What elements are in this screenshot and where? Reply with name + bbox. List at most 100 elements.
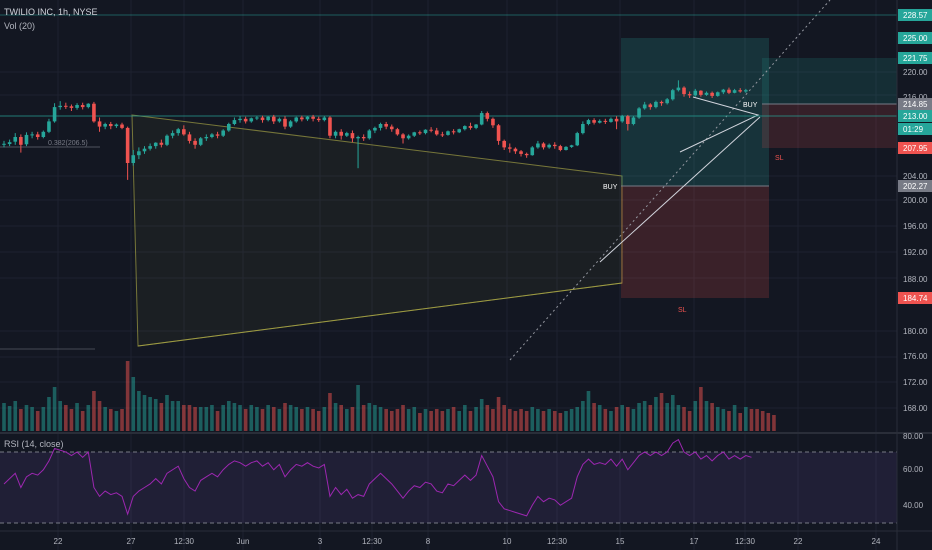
candle [524, 152, 529, 158]
price-tag [898, 292, 932, 304]
candle [474, 124, 478, 130]
candle [552, 142, 557, 149]
candle [744, 88, 748, 93]
price-tick-label: 180.00 [903, 327, 928, 336]
volume-bar [626, 407, 630, 431]
candlesticks [2, 80, 748, 180]
volume-bar [547, 409, 551, 431]
volume-bar [137, 391, 141, 431]
price-axis[interactable]: 220.00 216.00 204.00 200.00 196.00 192.00 188.… [896, 0, 932, 550]
volume-bar [328, 393, 332, 431]
candle [350, 130, 355, 143]
candle-body [103, 124, 107, 127]
volume-bar [97, 401, 102, 431]
candle [389, 124, 394, 132]
volume-bar [463, 405, 467, 431]
candle [328, 116, 332, 139]
candle [300, 115, 304, 122]
candle [418, 130, 422, 135]
candle [170, 130, 175, 139]
candle-body [704, 92, 709, 95]
time-tick-label: 17 [690, 537, 699, 546]
volume-legend: Vol (20) [4, 21, 36, 31]
candle-body [468, 126, 473, 128]
volume-bar [215, 411, 220, 431]
price-tag-label: 214.85 [903, 100, 928, 109]
candle-body [384, 124, 388, 127]
volume-bar [142, 395, 147, 431]
candle [367, 129, 372, 140]
volume-bar [176, 401, 181, 431]
candle-body [131, 155, 136, 163]
candle-body [395, 129, 400, 135]
candle [24, 132, 29, 147]
candle [193, 138, 197, 149]
candle-body [266, 116, 270, 121]
volume-bar [210, 405, 214, 431]
volume-bar [35, 411, 40, 431]
candle-body [294, 117, 299, 122]
candle-body [738, 90, 743, 92]
rsi-legend: RSI (14, close) [4, 439, 64, 449]
volume-bar [378, 407, 383, 431]
volume-bar [614, 407, 619, 431]
candle [142, 146, 147, 154]
candle-body [288, 121, 293, 127]
volume-bar [468, 411, 473, 431]
price-tick-label: 188.00 [903, 275, 928, 284]
volume-bar [7, 406, 12, 431]
rsi-axis[interactable]: 80.00 60.00 40.00 [903, 432, 924, 510]
candle [210, 133, 214, 139]
volume-bar [294, 407, 299, 431]
candle [547, 143, 551, 149]
volume-bar [710, 403, 714, 431]
volume-bar [699, 387, 703, 431]
fib-note: 0.382(206.5) [48, 140, 88, 147]
volume-bar [536, 409, 540, 431]
volume-bar [552, 411, 557, 431]
time-axis[interactable]: 22 27 12:30 Jun 3 12:30 8 10 12:30 15 17 12:30 22 24 [0, 530, 932, 546]
candle [732, 88, 737, 94]
volume-bar [153, 399, 158, 431]
candle [682, 86, 686, 97]
volume-bar [221, 405, 225, 431]
volume-bar [727, 411, 731, 431]
candle [86, 103, 91, 109]
candle [609, 117, 613, 123]
candle-body [412, 132, 417, 136]
candle-body [148, 146, 152, 149]
candle-body [603, 120, 608, 122]
target-zone-right [762, 58, 897, 104]
candle [322, 116, 327, 122]
volume-bar [249, 405, 254, 431]
volume-bar [103, 407, 107, 431]
candle [412, 131, 417, 137]
support-line [137, 282, 623, 347]
volume-bar [592, 403, 596, 431]
price-tag-label: 228.57 [903, 11, 928, 20]
volume-bar [446, 409, 450, 431]
price-tag [898, 110, 932, 122]
volume-bar [418, 413, 422, 431]
candle [710, 91, 714, 98]
candle-body [108, 124, 113, 127]
volume-bar [558, 413, 563, 431]
candle [603, 118, 608, 124]
candle [47, 118, 51, 134]
volume-bar [620, 405, 624, 431]
price-tick-label: 172.00 [903, 378, 928, 387]
candle [721, 88, 726, 95]
volume-bar [732, 405, 737, 431]
candle [451, 129, 456, 135]
volume-bar [198, 407, 203, 431]
price-tag-label: 01:29 [903, 125, 924, 134]
volume-bar [238, 405, 242, 431]
candle [536, 140, 540, 149]
candle-body [541, 143, 546, 148]
candle-body [631, 117, 636, 124]
candle-body [92, 103, 96, 122]
candle-body [418, 132, 422, 134]
volume-bar [24, 405, 29, 431]
candle [7, 139, 12, 147]
